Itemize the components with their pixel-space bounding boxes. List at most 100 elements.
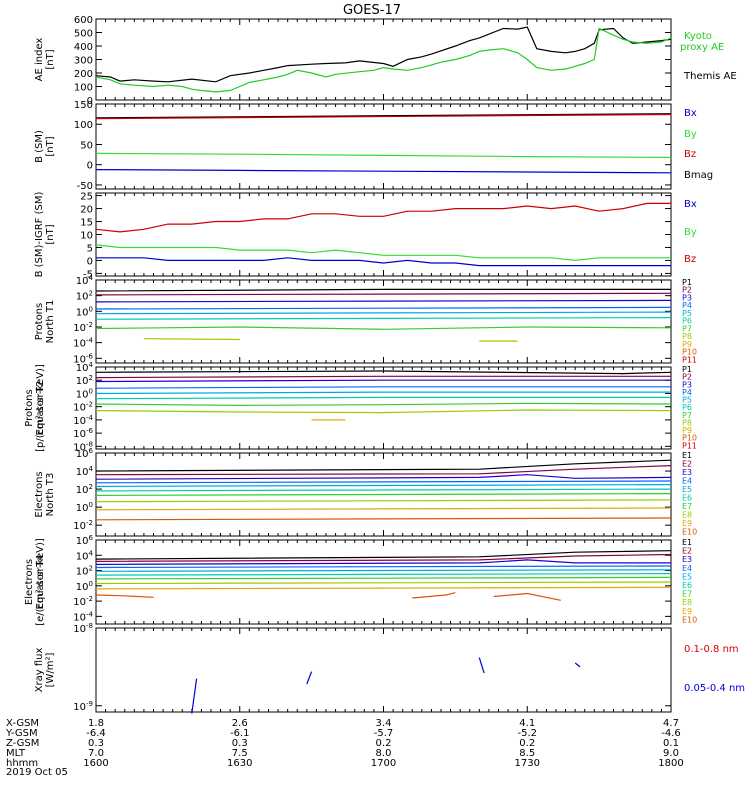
- y-axis-label: ProtonsEquator T2[p/(cm²-s-sr-keV)]: [24, 364, 46, 452]
- series-bz: [95, 113, 672, 120]
- legend-entry: P7: [682, 324, 692, 333]
- legend-entry: E10: [682, 528, 697, 537]
- legend-entry: P10: [682, 348, 697, 357]
- legend-entry: P3: [682, 380, 692, 389]
- legend-entry: P1: [682, 365, 692, 374]
- y-tick-label: 100: [74, 120, 93, 131]
- legend-entry: P5: [682, 309, 692, 318]
- ephem-value: 1800: [658, 758, 683, 769]
- y-tick-label: 10-2: [73, 321, 93, 334]
- y-tick-label: 300: [74, 56, 93, 67]
- ephem-value: 2.6: [232, 718, 248, 729]
- y-axis-label-line: [W/m²]: [45, 652, 56, 687]
- y-axis-label: AE index[nT]: [34, 38, 56, 82]
- legend-entry: By: [684, 129, 697, 140]
- legend-entry: E9: [682, 519, 692, 528]
- ephem-value: 0.2: [376, 738, 392, 749]
- series-e9: [95, 586, 672, 590]
- ephem-row-label: 2019 Oct 05: [6, 767, 68, 778]
- y-tick-label: 102: [76, 374, 93, 387]
- legend-entry: E1: [682, 538, 692, 547]
- ephem-value: 4.7: [663, 718, 679, 729]
- series-e1: [95, 550, 672, 560]
- ephem-row-label: X-GSM: [6, 718, 39, 729]
- ephem-value: -5.2: [517, 728, 537, 739]
- y-axis-label-line: [nT]: [45, 136, 56, 156]
- y-axis-label: ProtonsNorth T1: [34, 300, 56, 344]
- y-axis-label-line: Electrons: [34, 471, 45, 517]
- series-p3: [95, 379, 671, 383]
- legend-entry: Bmag: [684, 170, 713, 181]
- legend-entry: E1: [682, 451, 692, 460]
- series-e6: [95, 572, 672, 576]
- legend-entry: By: [684, 227, 697, 238]
- y-axis-label-line: [e/(cm²-s-sr-keV)]: [35, 538, 46, 626]
- legend-entry: E2: [682, 460, 692, 469]
- series-0-05-0-4-nm-c: [478, 657, 485, 674]
- y-tick-label: 0: [87, 96, 93, 107]
- legend-entry: 0.05-0.4 nm: [684, 683, 745, 694]
- y-tick-label: 10: [80, 231, 93, 242]
- ephem-value: -6.4: [86, 728, 106, 739]
- series-e3: [95, 474, 672, 480]
- y-tick-label: 10-9: [73, 700, 93, 713]
- ephem-value: 3.4: [376, 718, 392, 729]
- y-tick-label: 10-8: [73, 622, 93, 635]
- ephem-value: 1730: [515, 758, 540, 769]
- y-tick-label: 50: [80, 140, 93, 151]
- legend-entry: Kyoto: [684, 31, 712, 42]
- y-tick-label: 400: [74, 42, 93, 53]
- series-p5: [95, 311, 672, 315]
- legend-entry: E6: [682, 494, 692, 503]
- y-tick-label: 100: [74, 83, 93, 94]
- legend-entry: 0.1-0.8 nm: [684, 644, 739, 655]
- figure-title: GOES-17: [343, 3, 401, 18]
- legend-entry: Bz: [684, 254, 696, 265]
- y-tick-label: -5: [83, 269, 93, 280]
- series-p3: [95, 299, 672, 303]
- y-axis-label-line: Protons: [24, 389, 35, 426]
- series-p6: [95, 317, 672, 320]
- ephem-row-label: hhmm: [6, 758, 38, 769]
- legend-entry: E7: [682, 502, 692, 511]
- y-axis-label-line: North T1: [45, 300, 56, 344]
- ephem-value: 4.1: [519, 718, 535, 729]
- y-axis-label-line: B (SM)-IGRF (SM): [34, 192, 45, 278]
- series-e1: [95, 459, 672, 472]
- legend-entry: P4: [682, 301, 692, 310]
- ephem-value: 1600: [83, 758, 108, 769]
- series-e8: [95, 499, 672, 503]
- series-e9: [95, 507, 672, 511]
- y-tick-label: -50: [77, 181, 93, 192]
- series-p4: [95, 306, 672, 310]
- series-p5: [95, 391, 671, 395]
- legend-entry: E3: [682, 555, 692, 564]
- series-p2: [95, 375, 671, 379]
- y-tick-label: 10-4: [73, 414, 93, 427]
- legend-entry: P4: [682, 388, 692, 397]
- legend-entry: P8: [682, 332, 692, 341]
- ephem-value: 7.0: [88, 748, 104, 759]
- legend-entry: P9: [682, 340, 692, 349]
- y-tick-label: 10-2: [73, 519, 93, 532]
- legend-entry: Bx: [684, 199, 697, 210]
- series-p4: [95, 386, 671, 389]
- legend-entry: E10: [682, 615, 697, 624]
- series-e7: [95, 493, 672, 496]
- legend-entry: E8: [682, 598, 692, 607]
- y-tick-label: 25: [80, 192, 93, 203]
- legend-entry: E9: [682, 607, 692, 616]
- ephem-value: 9.0: [663, 748, 679, 759]
- y-tick-label: 20: [80, 205, 93, 216]
- legend-entry: P7: [682, 411, 692, 420]
- y-tick-label: 102: [76, 290, 93, 303]
- legend-entry: E2: [682, 547, 692, 556]
- series-p6: [95, 396, 671, 400]
- legend-entry: Bx: [684, 108, 697, 119]
- panel-pe: 10410210010-210-410-610-8ProtonsEquator …: [24, 361, 697, 453]
- y-axis-label-line: B (SM): [34, 130, 45, 163]
- y-axis-label-line: [p/(cm²-s-sr-keV)]: [35, 364, 46, 452]
- legend-entry: E4: [682, 564, 692, 573]
